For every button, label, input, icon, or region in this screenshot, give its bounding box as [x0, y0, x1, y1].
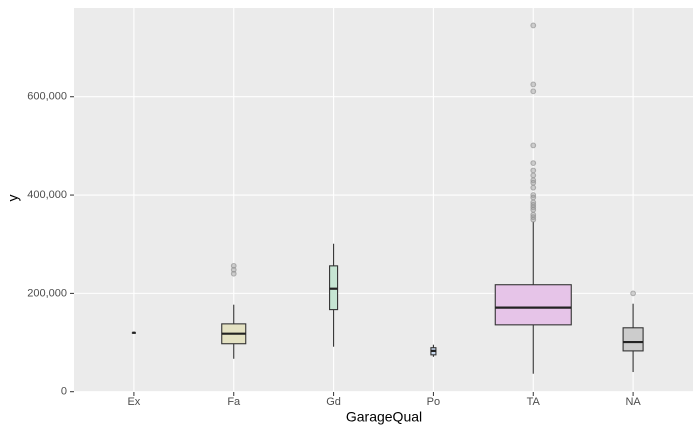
outlier [530, 167, 537, 174]
outlier [230, 262, 237, 269]
box [494, 284, 572, 326]
outlier [530, 184, 537, 191]
y-tick-label: 400,000 [27, 189, 67, 201]
outlier [630, 290, 636, 297]
panel [74, 8, 693, 392]
x-tick-label: Gd [326, 396, 341, 408]
y-axis-title: y [5, 195, 21, 202]
outlier [530, 22, 537, 29]
y-tick-label: 0 [61, 386, 67, 398]
outlier [530, 81, 537, 88]
outlier [530, 160, 537, 167]
y-tick-label: 600,000 [27, 91, 67, 103]
x-tick-label: Ex [127, 396, 140, 408]
outlier [530, 194, 537, 201]
box [622, 327, 644, 352]
outlier [530, 172, 537, 179]
outlier [230, 266, 237, 273]
outlier [230, 270, 237, 277]
outlier [530, 179, 537, 186]
x-tick-label: Fa [227, 396, 241, 408]
x-tick-label: Po [427, 396, 440, 408]
outlier [530, 216, 537, 223]
y-tick-label: 200,000 [27, 287, 67, 299]
outlier [530, 88, 537, 95]
x-tick-label: TA [527, 396, 541, 408]
x-axis-title: GarageQual [346, 409, 422, 425]
outlier [530, 206, 537, 213]
outlier [530, 142, 537, 149]
x-tick-label: NA [625, 396, 641, 408]
